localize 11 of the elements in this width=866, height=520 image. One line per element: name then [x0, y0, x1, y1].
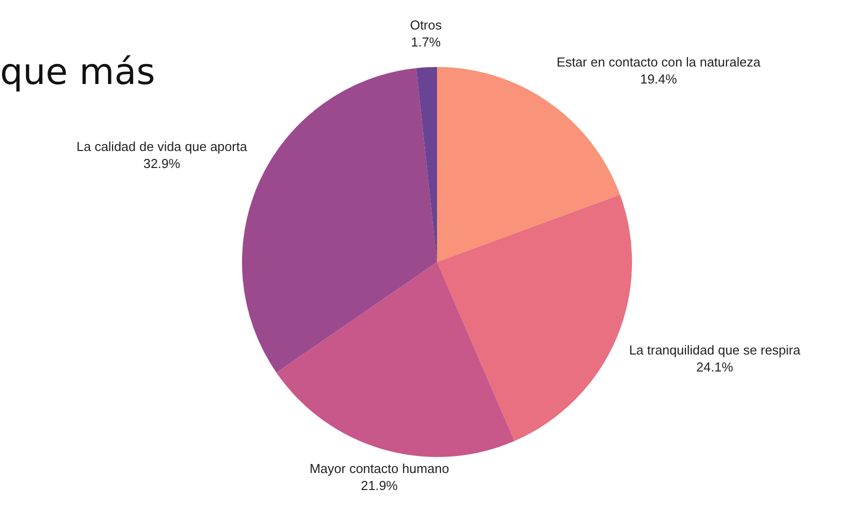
data-label: 19.4% [640, 72, 678, 87]
slice-label: Estar en contacto con la naturaleza [556, 54, 762, 70]
slice-label: Otros [410, 17, 442, 32]
slice-label: La tranquilidad que se respira [629, 342, 802, 358]
text: que más [0, 52, 156, 93]
data-label: 24.1% [696, 359, 734, 374]
data-label: 32.9% [143, 156, 181, 171]
slice-label: Mayor contacto humano [310, 460, 450, 476]
slice-label: La calidad de vida que aporta [76, 138, 248, 154]
data-label: 21.9% [360, 478, 398, 493]
data-label: 1.7% [411, 34, 442, 50]
